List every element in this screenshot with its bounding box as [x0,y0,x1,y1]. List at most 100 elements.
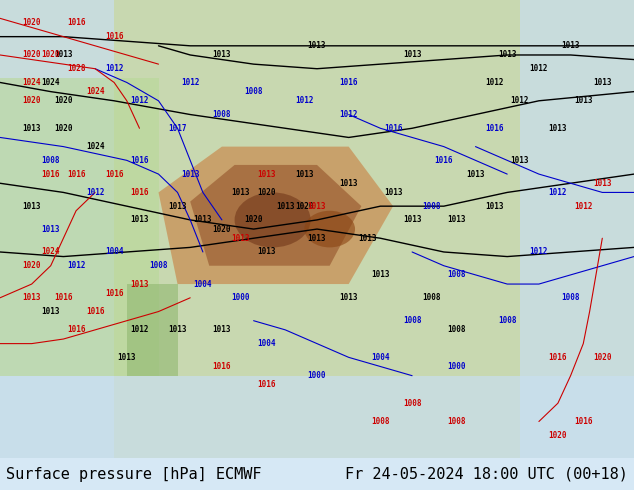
Text: 1013: 1013 [168,325,187,334]
Text: 1013: 1013 [447,216,466,224]
Text: 1008: 1008 [403,399,422,408]
Text: 1000: 1000 [447,362,466,371]
Text: 1028: 1028 [67,64,86,73]
Text: 1013: 1013 [130,216,149,224]
Polygon shape [158,147,393,284]
Text: 1012: 1012 [67,261,86,270]
Text: 1012: 1012 [574,202,593,211]
Text: 1020: 1020 [257,188,276,197]
Text: 1013: 1013 [307,41,327,50]
Text: 1016: 1016 [41,170,60,178]
Bar [0,0,114,458]
Text: 1020: 1020 [593,353,612,362]
Text: 1008: 1008 [244,87,263,96]
Text: 1020: 1020 [22,19,41,27]
Text: 1020: 1020 [548,431,567,440]
Text: 1008: 1008 [498,316,517,325]
Text: 1012: 1012 [181,78,200,87]
Text: 1013: 1013 [257,247,276,256]
Text: 1024: 1024 [86,87,105,96]
Text: 1020: 1020 [212,224,231,234]
Text: 1013: 1013 [561,41,580,50]
Text: 1020: 1020 [54,124,73,133]
Text: 1013: 1013 [257,170,276,178]
Text: 1004: 1004 [105,247,124,256]
Text: 1016: 1016 [485,124,504,133]
Text: 1016: 1016 [574,417,593,426]
Text: 1013: 1013 [295,170,314,178]
Text: 1013: 1013 [358,234,377,243]
Text: 1004: 1004 [193,280,212,289]
Text: 1013: 1013 [403,216,422,224]
Bar [0,78,158,376]
Text: 1013: 1013 [510,156,529,165]
Text: 1016: 1016 [212,362,231,371]
Text: 1013: 1013 [130,280,149,289]
Text: 1012: 1012 [485,78,504,87]
Text: 1013: 1013 [117,353,136,362]
Text: 1013: 1013 [181,170,200,178]
Text: 1016: 1016 [339,78,358,87]
Text: 1020: 1020 [41,50,60,59]
Text: 1016: 1016 [548,353,567,362]
Text: 1016: 1016 [67,19,86,27]
Text: 1013: 1013 [548,124,567,133]
Text: 1016: 1016 [86,307,105,316]
Text: 1013: 1013 [593,78,612,87]
Text: 1020: 1020 [295,202,314,211]
Text: 1013: 1013 [54,50,73,59]
Text: 1013: 1013 [41,307,60,316]
Text: 1013: 1013 [212,50,231,59]
Text: 1020: 1020 [54,97,73,105]
Text: 1008: 1008 [447,417,466,426]
Text: 1012: 1012 [295,97,314,105]
Text: 1012: 1012 [339,110,358,119]
Text: 1013: 1013 [41,224,60,234]
Text: 1008: 1008 [371,417,390,426]
Text: 1004: 1004 [371,353,390,362]
Text: 1016: 1016 [105,289,124,298]
Text: Surface pressure [hPa] ECMWF: Surface pressure [hPa] ECMWF [6,466,262,482]
Text: 1012: 1012 [529,247,548,256]
Text: 1013: 1013 [307,202,327,211]
Text: 1013: 1013 [231,234,250,243]
Text: 1020: 1020 [22,97,41,105]
Polygon shape [190,165,361,266]
Text: 1013: 1013 [339,294,358,302]
Text: 1013: 1013 [403,50,422,59]
Text: 1008: 1008 [422,202,441,211]
Text: 1008: 1008 [447,270,466,279]
Text: 1008: 1008 [561,294,580,302]
Text: 1008: 1008 [422,294,441,302]
Text: 1020: 1020 [22,261,41,270]
Text: 1012: 1012 [105,64,124,73]
Text: 1008: 1008 [403,316,422,325]
Text: 1013: 1013 [466,170,485,178]
Text: 1020: 1020 [244,216,263,224]
Text: 1008: 1008 [149,261,168,270]
Text: 1013: 1013 [212,325,231,334]
Text: 1016: 1016 [105,32,124,41]
Circle shape [304,211,355,247]
Text: 1024: 1024 [41,247,60,256]
Text: 1016: 1016 [67,170,86,178]
Text: 1016: 1016 [105,170,124,178]
Text: 1013: 1013 [193,216,212,224]
Text: 1024: 1024 [22,78,41,87]
Text: 1013: 1013 [371,270,390,279]
Text: 1000: 1000 [231,294,250,302]
Text: 1013: 1013 [339,179,358,188]
Text: 1012: 1012 [86,188,105,197]
Text: 1013: 1013 [498,50,517,59]
Text: 1016: 1016 [130,188,149,197]
Text: 1016: 1016 [130,156,149,165]
Text: 1013: 1013 [593,179,612,188]
Text: 1013: 1013 [168,202,187,211]
Text: 1013: 1013 [574,97,593,105]
Text: 1008: 1008 [41,156,60,165]
Text: 1008: 1008 [447,325,466,334]
Text: 1012: 1012 [130,97,149,105]
Text: 1024: 1024 [41,78,60,87]
Text: 1012: 1012 [510,97,529,105]
Text: 1000: 1000 [307,371,327,380]
